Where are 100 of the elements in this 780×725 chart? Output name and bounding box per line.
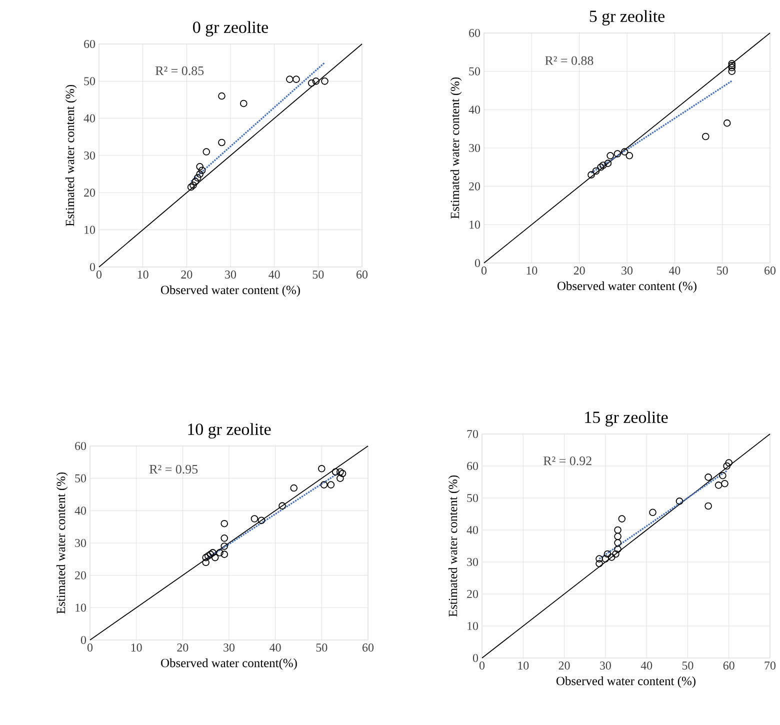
point [614,532,622,540]
chart-title: 15 gr zeolite [585,411,668,426]
point [250,515,258,522]
point [649,508,656,516]
point [318,464,326,472]
point [596,555,603,562]
chart-title: 5 gr zeolite [590,10,665,26]
point [723,462,730,470]
point [220,520,228,528]
x-tick-label: 60 [764,266,776,275]
x-axis-title: Observed water content (%) [558,281,696,293]
y-tick-label: 30 [469,144,480,152]
point [211,554,219,562]
point [614,526,622,534]
y-tick-label: 20 [467,590,478,598]
point [218,138,226,146]
point [278,502,286,510]
point [626,152,634,160]
point [196,170,204,178]
y-tick-label: 30 [75,538,86,548]
point [321,78,328,85]
y-tick-label: 20 [469,182,480,190]
point [312,78,320,85]
point [220,542,228,550]
point [704,502,712,510]
annotation: R² = 0.88 [545,56,594,65]
point [608,554,616,561]
y-tick-label: 50 [75,474,86,482]
annotation: R² = 0.85 [155,66,204,76]
y-tick-label: 40 [468,106,480,114]
y-tick-label: 50 [467,494,478,502]
point [286,76,294,83]
y-tick-label: 10 [84,226,96,234]
x-tick-label: 40 [640,662,652,670]
x-tick-label: 40 [668,266,680,275]
point [714,482,722,489]
point [187,183,195,191]
point [220,550,228,558]
point [597,164,604,171]
point [676,498,684,505]
x-tick-label: 10 [526,266,538,275]
y-tick-label: 10 [470,220,480,229]
point [327,481,335,488]
point [614,539,622,546]
y-tick-label: 0 [474,258,480,268]
y-tick-label: 40 [466,526,478,534]
y-tick-label: 20 [84,188,96,197]
x-tick-label: 50 [312,270,324,279]
x-tick-label: 30 [225,270,236,279]
y-tick-label: 10 [468,622,478,630]
x-axis-title: Observed water content(%) [161,658,297,670]
point [620,148,628,156]
x-tick-label: 60 [723,662,734,670]
point [332,468,340,476]
y-tick-label: 60 [467,462,478,470]
y-tick-label: 60 [75,442,86,450]
x-tick-label: 20 [574,266,585,275]
point [618,515,626,522]
point [308,79,316,87]
x-tick-label: 40 [268,270,280,279]
x-tick-label: 10 [138,270,148,279]
point [614,150,622,158]
annotation: R² = 0.95 [149,464,198,474]
point [728,60,736,68]
x-tick-label: 60 [362,644,374,652]
x-axis-title: Observed water content (%) [160,285,300,297]
point [604,160,612,167]
x-tick-label: 70 [764,662,776,670]
point [218,92,226,100]
chart-title: 0 gr zeolite [193,21,268,36]
y-axis-title: Estimated water content (%) [448,475,460,617]
point [596,560,603,568]
point [198,166,206,174]
point [338,470,346,478]
x-tick-label: 20 [558,662,570,670]
point [202,558,210,566]
point [216,549,224,556]
annotation: R² = 0.92 [544,456,592,466]
y-tick-label: 60 [469,28,480,38]
x-tick-label: 40 [270,644,281,652]
point [204,552,212,560]
x-tick-label: 10 [131,644,142,652]
y-tick-label: 50 [469,67,480,76]
point [194,174,202,182]
y-axis-title: Estimated water content (%) [450,77,462,219]
x-tick-label: 20 [177,644,188,652]
point [602,555,610,562]
point [606,152,614,160]
y-tick-label: 10 [76,604,86,612]
x-tick-label: 50 [717,266,728,275]
y-tick-label: 20 [75,571,86,580]
point [202,148,210,156]
point [336,468,344,476]
y-tick-label: 0 [80,636,86,644]
point [728,64,736,72]
point [292,76,300,83]
point [604,550,612,558]
point [202,554,210,562]
x-axis-title: Observed water content (%) [556,676,696,688]
point [240,100,248,108]
